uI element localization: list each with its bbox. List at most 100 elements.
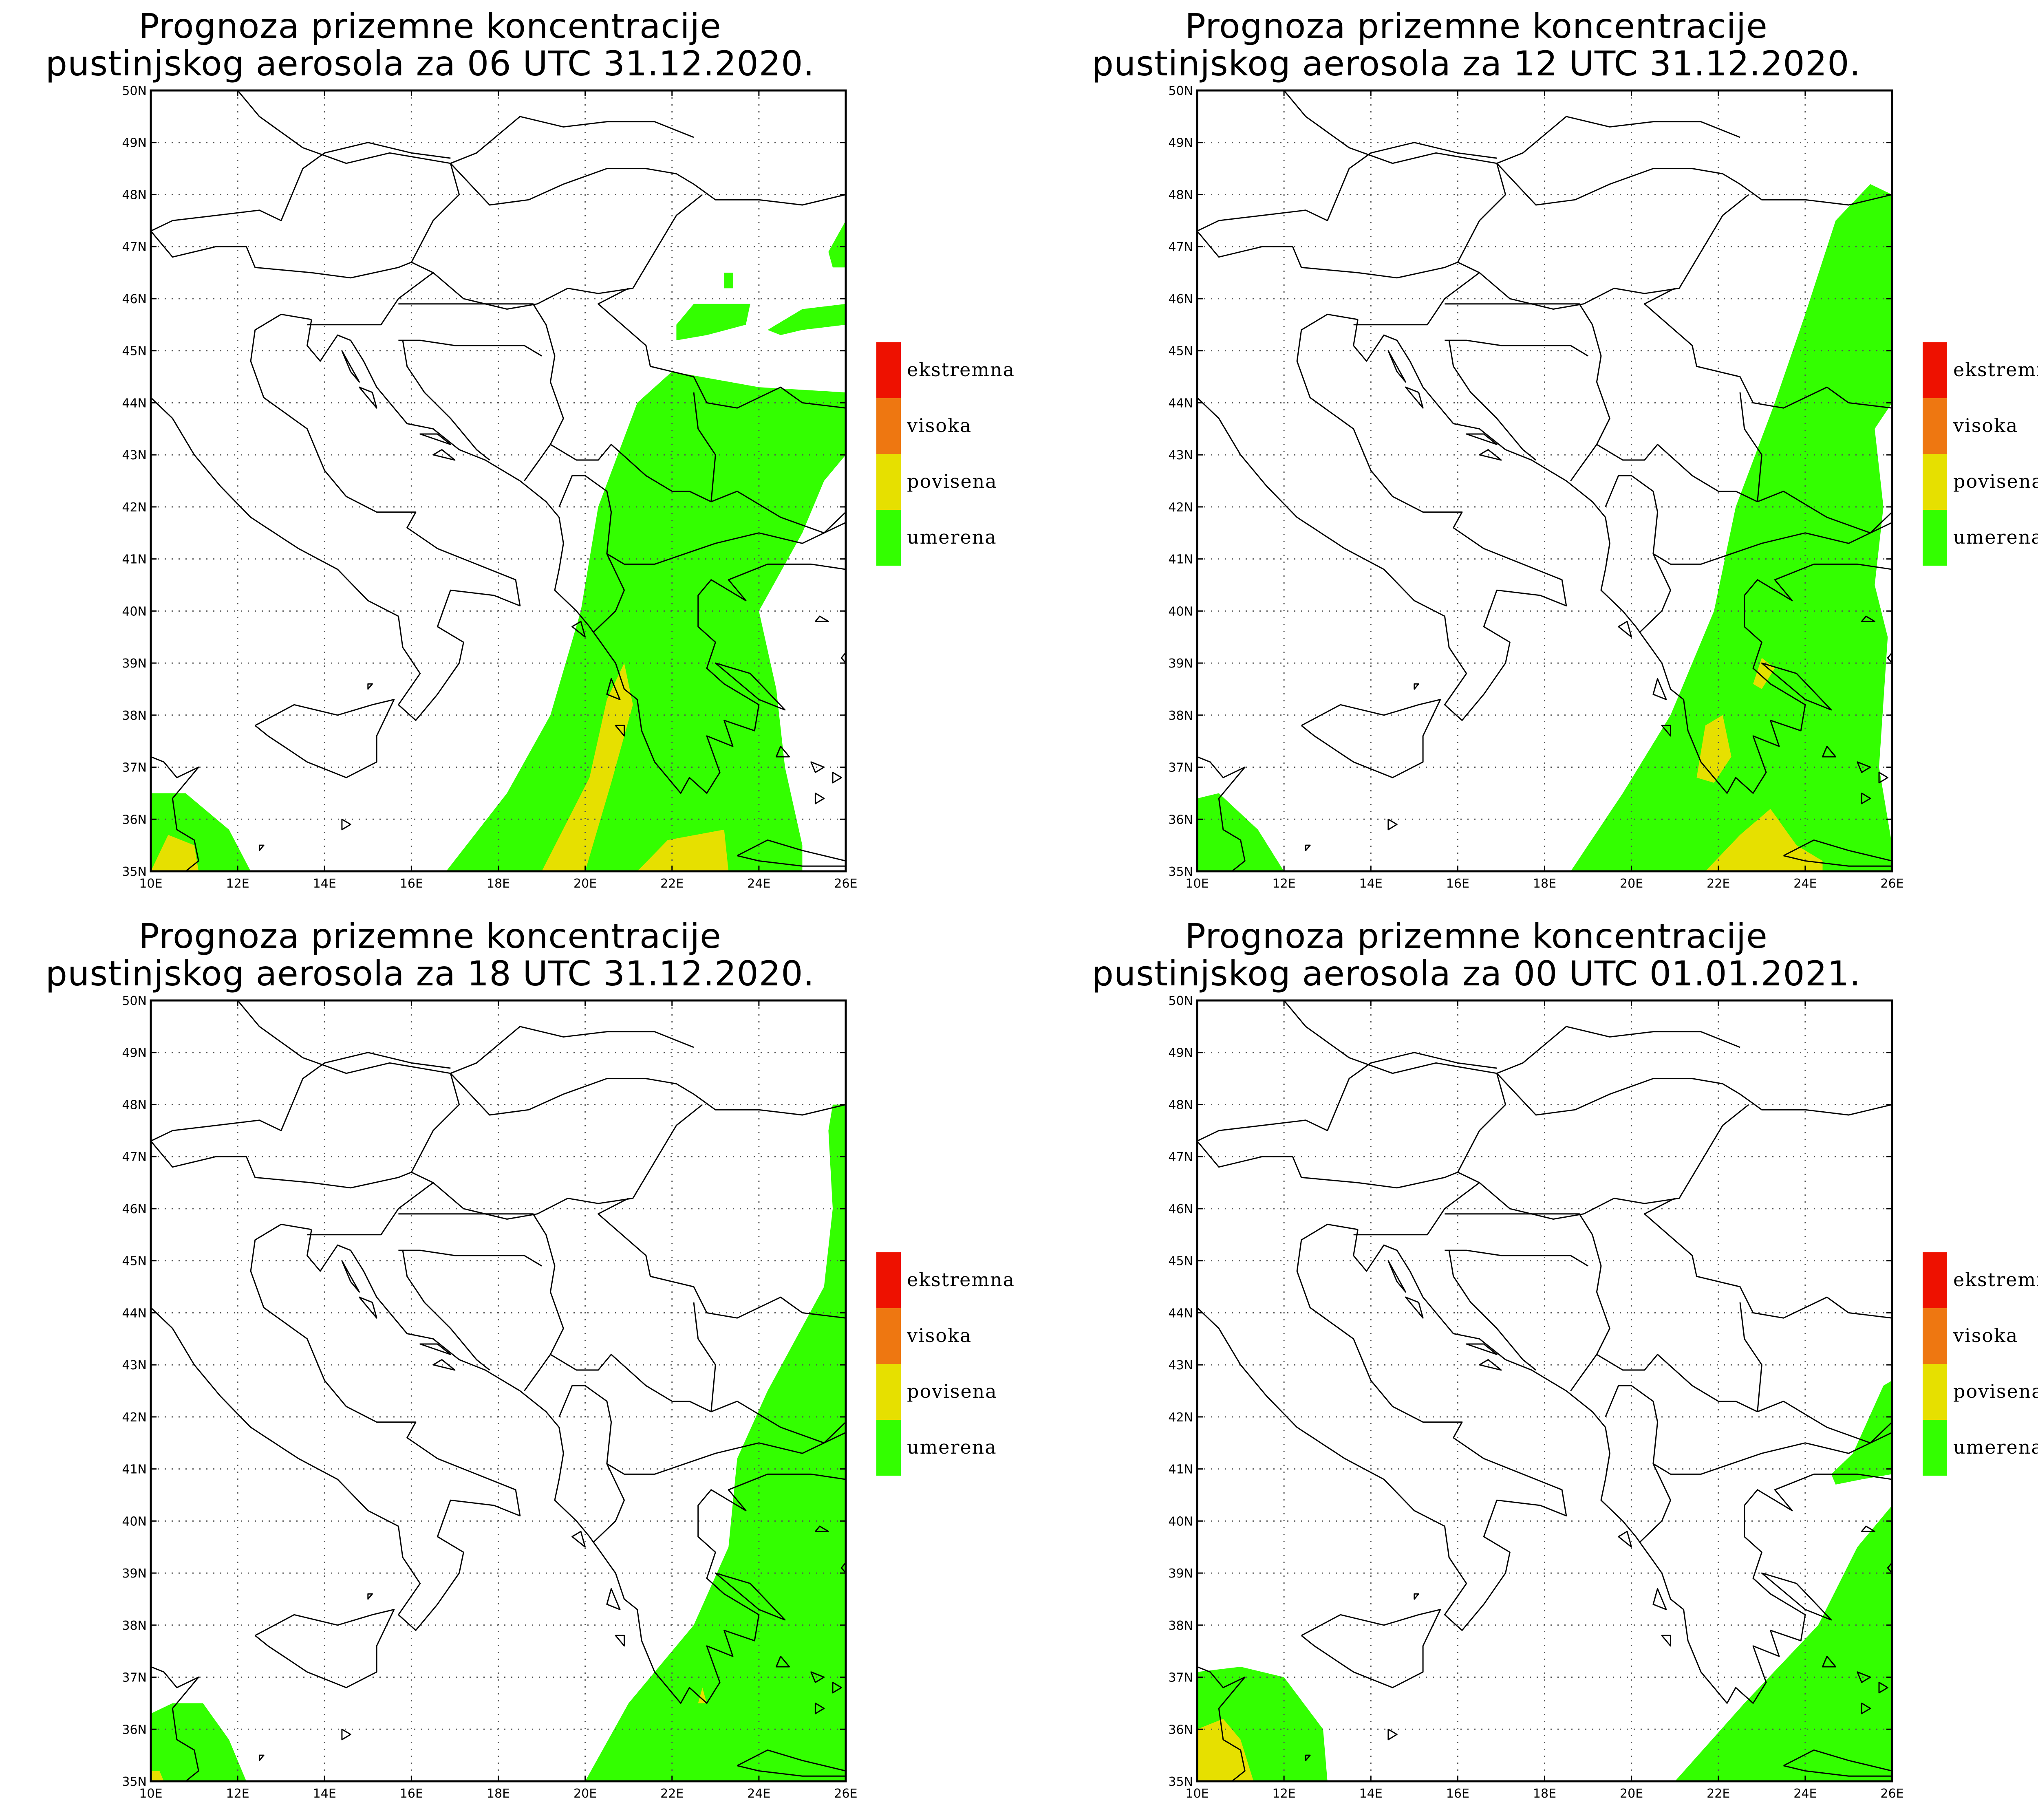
country-border xyxy=(593,1463,625,1542)
map: 50N 49N 48N 47N 46N 45N 44N 43N 42N 41N 40N 39N 38N 3… xyxy=(1168,84,1903,891)
island xyxy=(1652,678,1667,700)
island xyxy=(1822,745,1836,758)
country-border xyxy=(711,491,846,534)
island xyxy=(359,1296,377,1319)
island xyxy=(1661,1635,1671,1647)
legend-label: ekstremna xyxy=(907,1269,1015,1291)
legend-swatch xyxy=(876,1252,901,1308)
lat-tick-label: 45N xyxy=(1168,1254,1193,1269)
island xyxy=(1761,662,1832,711)
coastline xyxy=(254,699,395,778)
lat-tick-label: 42N xyxy=(122,1410,147,1425)
lon-tick-label: 18E xyxy=(1533,877,1556,891)
aerosol-area-povisena xyxy=(542,663,633,871)
lat-tick-label: 37N xyxy=(1168,761,1193,775)
island xyxy=(571,621,586,638)
country-border xyxy=(151,1052,451,1142)
country-border xyxy=(693,392,716,502)
lon-tick-label: 10E xyxy=(1185,877,1209,891)
coastline xyxy=(1197,1223,1567,1631)
gridlines xyxy=(151,1000,846,1781)
legend-swatch xyxy=(1923,342,1947,398)
country-border xyxy=(598,1198,803,1319)
island xyxy=(814,1525,829,1532)
axes: 50N 49N 48N 47N 46N 45N 44N 43N 42N 41N 40N 39N 38N 3… xyxy=(122,84,857,891)
country-border xyxy=(1445,303,1610,481)
coastlines xyxy=(1197,90,1892,871)
lon-tick-label: 22E xyxy=(1707,1787,1730,1801)
aerosol-area-umerena xyxy=(724,273,733,289)
country-border xyxy=(1596,444,1758,502)
axes: 50N 49N 48N 47N 46N 45N 44N 43N 42N 41N 40N 39N 38N 3… xyxy=(122,994,857,1801)
legend-item-umerena: umerena xyxy=(1923,1420,2038,1476)
map-content xyxy=(1197,1000,1892,1781)
island xyxy=(1661,725,1671,737)
lon-tick-label: 16E xyxy=(400,1787,423,1801)
aerosol-area-povisena xyxy=(637,829,729,871)
aerosol-area-umerena xyxy=(768,304,846,335)
legend-swatch xyxy=(876,1364,901,1420)
aerosol-area-umerena xyxy=(1570,184,1892,871)
legend-label: povisena xyxy=(1953,470,2038,492)
island xyxy=(367,683,373,690)
country-border xyxy=(802,402,846,409)
lon-tick-label: 20E xyxy=(1620,877,1643,891)
lat-tick-label: 39N xyxy=(1168,1567,1193,1581)
country-border xyxy=(1757,491,1892,534)
lon-tick-label: 14E xyxy=(1359,1787,1383,1801)
legend-label: povisena xyxy=(907,470,997,492)
island xyxy=(1887,1562,1892,1574)
island xyxy=(810,761,825,773)
legend-label: ekstremna xyxy=(907,359,1015,381)
island xyxy=(432,449,456,461)
lon-tick-label: 26E xyxy=(1880,1787,1903,1801)
panel-title: Prognoza prizemne koncentracije pustinjs… xyxy=(0,7,860,82)
legend-label: visoka xyxy=(907,414,972,436)
forecast-panel-18utc: 50N 49N 48N 47N 46N 45N 44N 43N 42N 41N 40N 39N 38N 3… xyxy=(0,910,1046,1820)
map-content xyxy=(151,90,846,871)
lat-tick-label: 43N xyxy=(122,448,147,463)
country-border xyxy=(1639,1463,1671,1542)
lon-tick-label: 12E xyxy=(1273,1787,1296,1801)
island xyxy=(1305,1754,1311,1761)
lat-tick-label: 38N xyxy=(122,709,147,723)
country-border xyxy=(550,444,712,502)
country-border xyxy=(711,1401,846,1444)
lat-tick-label: 48N xyxy=(122,188,147,202)
country-border xyxy=(151,1073,460,1189)
title-line-2: pustinjskog aerosola za 00 UTC 01.01.202… xyxy=(1092,954,1861,994)
island xyxy=(1414,683,1419,690)
lat-tick-label: 41N xyxy=(1168,553,1193,567)
island xyxy=(832,771,842,784)
lat-tick-label: 37N xyxy=(122,1671,147,1685)
title-line-1: Prognoza prizemne koncentracije xyxy=(1185,6,1768,46)
island xyxy=(341,1260,360,1293)
island xyxy=(1887,652,1892,664)
legend-swatch xyxy=(876,454,901,510)
lat-tick-label: 43N xyxy=(1168,448,1193,463)
coastline xyxy=(151,756,199,871)
lat-tick-label: 47N xyxy=(1168,240,1193,254)
legend-label: visoka xyxy=(1953,1324,2018,1346)
coastline xyxy=(845,1500,846,1667)
lat-tick-label: 38N xyxy=(1168,709,1193,723)
coastline xyxy=(307,319,846,794)
coastline xyxy=(151,1666,199,1781)
island xyxy=(1878,771,1888,784)
country-border xyxy=(550,1354,712,1412)
legend-swatch xyxy=(1923,398,1947,454)
island xyxy=(359,386,377,409)
island xyxy=(814,792,825,804)
country-border xyxy=(1283,1000,1740,1074)
gridlines xyxy=(1197,90,1892,871)
country-border xyxy=(1757,1401,1892,1444)
lat-tick-label: 39N xyxy=(122,1567,147,1581)
coastline xyxy=(845,590,846,757)
legend-label: visoka xyxy=(1953,414,2018,436)
coastline xyxy=(1301,1609,1441,1688)
lat-tick-label: 49N xyxy=(1168,1046,1193,1060)
lat-tick-label: 41N xyxy=(1168,1463,1193,1477)
coastlines xyxy=(151,1000,846,1781)
coastline xyxy=(737,839,846,867)
legend-swatch xyxy=(876,342,901,398)
